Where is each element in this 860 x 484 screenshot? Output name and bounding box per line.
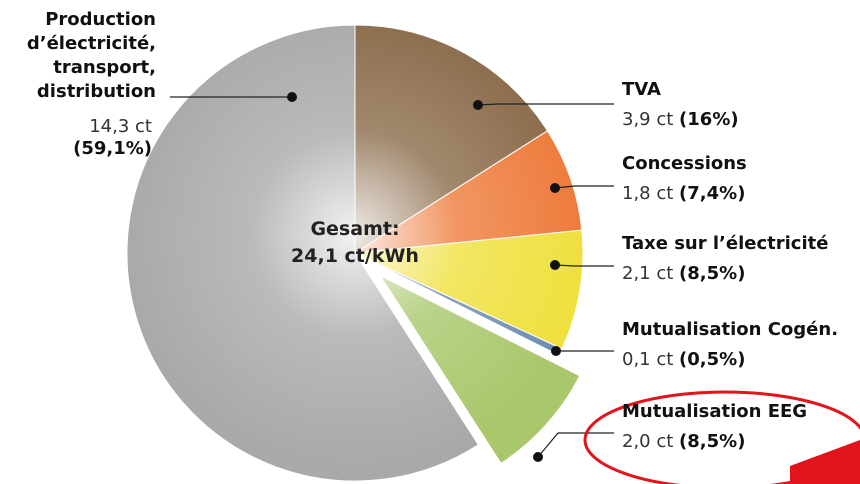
leader-dot [287,92,297,102]
highlight-ellipse [583,390,860,484]
leader-dot [551,346,561,356]
category-label: Mutualisation Cogén. [622,319,839,340]
slice-label: Mutualisation Cogén. 0,1 ct (0,5%) [622,318,838,372]
category-label: Concessions [622,153,747,174]
detail-line: 3,9 ct (16%) [622,108,739,132]
slice-label: Mutualisation EEG 2,0 ct (8,5%) [622,400,807,454]
leader-line [537,432,614,458]
category-label: Mutualisation EEG [622,401,808,422]
leader-line [477,103,614,106]
leader-dot [533,452,543,462]
amount-label: 14,3 ct [89,116,152,137]
leader-line [554,185,614,189]
percent-label: (16%) [679,109,739,130]
detail-line: 2,0 ct (8,5%) [622,430,807,454]
slice-label: Concessions 1,8 ct (7,4%) [622,152,747,206]
leader-dot [473,100,483,110]
detail-line: 2,1 ct (8,5%) [622,262,828,286]
detail-line: 14,3 ct (59,1%) [10,116,156,160]
amount-label: 0,1 ct [622,349,674,370]
percent-label: (8,5%) [679,431,746,452]
percent-label: (7,4%) [679,183,746,204]
leader-dot [550,183,560,193]
percent-label: (8,5%) [679,263,746,284]
percent-label: (0,5%) [679,349,746,370]
detail-line: 1,8 ct (7,4%) [622,182,747,206]
overlay-shape [790,440,860,484]
slice-label: Taxe sur l’électricité 2,1 ct (8,5%) [622,232,828,286]
amount-label: 2,1 ct [622,263,674,284]
leader-line [554,264,614,267]
detail-line: 0,1 ct (0,5%) [622,348,838,372]
amount-label: 1,8 ct [622,183,674,204]
percent-label: (59,1%) [73,138,152,159]
leader-dot [550,260,560,270]
category-label: TVA [622,79,661,100]
category-label: Taxe sur l’électricité [622,233,829,254]
center-label: Gesamt: [310,218,399,240]
category-label: Production d’électricité, transport, dis… [26,9,156,102]
overlay-text: é [776,455,790,479]
center-label: 24,1 ct/kWh [291,245,419,267]
amount-label: 3,9 ct [622,109,674,130]
slice-label: Production d’électricité, transport, dis… [10,8,156,160]
amount-label: 2,0 ct [622,431,674,452]
slice-label: TVA 3,9 ct (16%) [622,78,739,132]
leaders [170,92,614,462]
